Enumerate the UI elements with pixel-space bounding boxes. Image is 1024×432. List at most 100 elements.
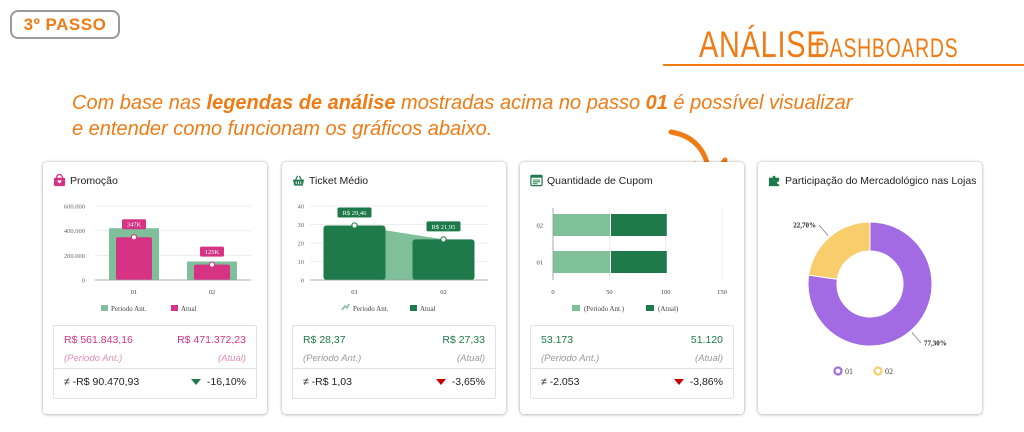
y-tick-label: 40	[298, 204, 305, 211]
brand-underline	[663, 64, 1024, 66]
y-tick-label: 0	[301, 278, 304, 285]
x-tick-label: 50	[606, 289, 613, 296]
basket-icon	[292, 175, 305, 186]
prev-label: (Periodo Ant.)	[64, 353, 123, 364]
intro-bold: 01	[645, 92, 668, 114]
curr-value: R$ 27,33	[442, 334, 485, 346]
y-tick-label: 0	[82, 278, 85, 285]
brand-header: ANÁLISE DASHBOARDS	[663, 22, 1024, 66]
intro-part: mostradas acima no passo	[395, 92, 646, 114]
down-triangle-icon	[190, 379, 201, 386]
cupom-stats: 53.173 51.120 (Periodo Ant.) (Atual) ≠ -2.…	[530, 325, 734, 399]
data-label-box	[337, 207, 372, 218]
curr-value: 51.120	[690, 334, 723, 346]
legend-label: 02	[885, 367, 893, 376]
x-tick-label: 0	[551, 289, 554, 296]
participacao-card: Participação do Mercadológico nas Lojas …	[758, 162, 982, 414]
legend-label-current: Atual	[181, 305, 197, 313]
cupom-card: Quantidade de Cupom 0 50 100 150 01 02 (Period…	[520, 162, 744, 414]
brand-title: ANÁLISE	[699, 24, 827, 65]
legend-swatch-previous	[572, 305, 580, 311]
data-label: R$ 29,46	[343, 210, 368, 217]
legend-swatch	[833, 366, 843, 376]
pct-value: -3,86%	[689, 376, 723, 388]
card-title: Ticket Médio	[292, 174, 368, 187]
data-point	[351, 222, 358, 229]
promocao-stats: R$ 561.843,16 R$ 471.372,23 (Periodo Ant.…	[53, 325, 257, 399]
ticket-card: Ticket Médio 0 10 20 30 40 R$ 29,46 01 R$ 21,95…	[282, 162, 506, 414]
bar-current	[412, 239, 475, 280]
pie-value-label: 22,70%	[793, 222, 816, 230]
bar-current	[116, 237, 152, 280]
diff-value: ≠ -R$ 90.470,93	[64, 376, 140, 388]
card-title-text: Ticket Médio	[309, 174, 369, 187]
bar-current	[610, 214, 667, 236]
intro-part: é possível visualizar	[667, 92, 853, 114]
data-label-box	[426, 221, 461, 232]
legend-swatch-previous	[101, 305, 108, 311]
data-label: R$ 21,95	[432, 224, 456, 231]
x-tick-label: 150	[717, 289, 727, 296]
data-label-box	[122, 219, 146, 230]
intro-part: Com base nas	[72, 92, 207, 114]
down-triangle-icon	[435, 379, 446, 386]
bar-current	[610, 251, 667, 273]
diff-value: ≠ -R$ 1,03	[303, 376, 352, 388]
legend-label-previous: (Periodo Ant.)	[584, 305, 625, 313]
legend-swatch-current	[171, 305, 178, 311]
card-title-text: Promoção	[70, 174, 118, 187]
step-badge: 3º PASSO	[10, 10, 120, 39]
puzzle-icon	[768, 175, 780, 187]
pie-slice	[807, 221, 933, 347]
intro-bold: legendas de análise	[206, 92, 396, 114]
cupom-chart: 0 50 100 150 01 02 (Periodo Ant.) (Atual)	[537, 208, 727, 313]
legend-label-previous: Periodo Ant.	[111, 305, 147, 313]
brand-subtitle: DASHBOARDS	[815, 33, 959, 63]
ticket-stats: R$ 28,37 R$ 27,33 (Periodo Ant.) (Atual) ≠…	[292, 325, 496, 399]
curr-label: (Atual)	[457, 353, 485, 364]
x-tick-label: 100	[661, 289, 671, 296]
intro-part: e entender como funcionam os gráficos ab…	[72, 118, 493, 140]
promocao-chart: 0 200.000 400.000 600.000 347K 01 125K 02 Period…	[64, 204, 251, 313]
curr-label: (Atual)	[218, 353, 246, 364]
y-tick-label: 10	[298, 259, 305, 266]
x-tick-label: 01	[351, 289, 358, 296]
prev-value: 53.173	[541, 334, 574, 346]
card-title-text: Participação do Mercadológico nas Lojas	[785, 174, 977, 187]
x-tick-label: 01	[131, 289, 138, 296]
x-tick-label: 02	[209, 289, 216, 296]
legend-swatch	[873, 366, 883, 376]
prev-label: (Periodo Ant.)	[303, 353, 362, 364]
card-title: Quantidade de Cupom	[530, 174, 653, 187]
data-label: 125K	[205, 249, 220, 256]
pct-value: -3,65%	[451, 376, 485, 388]
y-tick-label: 30	[298, 222, 305, 229]
legend-label-current: Atual	[420, 305, 436, 313]
x-tick-label: 02	[440, 289, 447, 296]
diff-value: ≠ -2.053	[541, 376, 580, 388]
y-tick-label: 02	[537, 223, 544, 230]
y-tick-label: 20	[298, 241, 305, 248]
pie-value-label: 77,30%	[924, 339, 947, 347]
legend-swatch-current	[646, 305, 654, 311]
card-title: Participação do Mercadológico nas Lojas	[768, 174, 976, 187]
curr-label: (Atual)	[695, 353, 723, 364]
card-title-text: Quantidade de Cupom	[547, 174, 653, 187]
bar-previous	[553, 251, 611, 273]
y-tick-label: 400.000	[64, 228, 85, 235]
prev-value: R$ 28,37	[303, 334, 346, 346]
legend-label: 01	[845, 367, 853, 376]
participacao-chart: 77,30% 22,70% 01 02	[793, 221, 947, 376]
data-point	[440, 236, 447, 243]
pie-slice	[808, 221, 871, 280]
down-triangle-icon	[673, 379, 684, 386]
legend-label-current: (Atual)	[658, 305, 679, 313]
legend-swatch-current	[410, 305, 417, 311]
prev-label: (Periodo Ant.)	[541, 353, 600, 364]
data-point	[130, 234, 138, 241]
card-title: Promoção	[53, 174, 118, 187]
promocao-card: Promoção 0 200.000 400.000 600.000 347K 01 125…	[43, 162, 267, 414]
pie-leader-line	[911, 332, 922, 344]
curr-value: R$ 471.372,23	[177, 334, 246, 346]
receipt-icon	[530, 174, 543, 187]
